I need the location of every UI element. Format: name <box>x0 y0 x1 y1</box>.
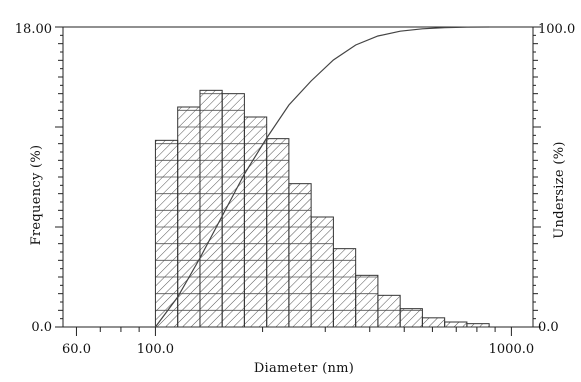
histogram-bar <box>332 248 357 328</box>
bar-hatch <box>199 90 223 327</box>
histogram-bar <box>310 216 334 328</box>
bar-hatch <box>466 323 490 327</box>
histogram-bar <box>177 106 201 328</box>
histogram-bar <box>355 274 379 328</box>
bar-outline <box>466 323 490 328</box>
bar-hatch <box>177 107 200 327</box>
histogram-bar <box>399 308 423 328</box>
bar-hatch <box>422 317 445 327</box>
histogram-bar <box>444 321 468 328</box>
x-tick-label-1000: 1000.0 <box>489 342 535 357</box>
undersize-line <box>154 26 490 328</box>
bar-hatch <box>377 295 401 327</box>
undersize-curve <box>154 26 490 328</box>
y2-tick-label-max: 100.0 <box>538 22 575 37</box>
y-axis-title: Frequency (%) <box>29 145 44 246</box>
bar-hatch <box>311 217 334 327</box>
histogram-bar <box>243 116 268 328</box>
bar-hatch <box>288 183 312 327</box>
histogram-bars <box>154 89 490 328</box>
histogram-bar <box>466 323 490 328</box>
histogram-bar <box>421 317 446 328</box>
histogram-bar <box>377 294 401 328</box>
bar-hatch <box>333 248 356 327</box>
x-tick-label-60: 60.0 <box>62 342 91 357</box>
bar-hatch <box>155 140 178 327</box>
x-tick-label-100: 100.0 <box>137 342 174 357</box>
y-tick-label-min: 0.0 <box>31 320 52 335</box>
histogram-bar <box>154 139 179 328</box>
bar-hatch <box>266 138 289 327</box>
histogram-bar <box>266 138 290 328</box>
x-axis-title: Diameter (nm) <box>254 361 354 376</box>
histogram-bar <box>288 183 312 328</box>
histogram-bar <box>199 89 223 328</box>
y2-axis-title: Undersize (%) <box>552 141 567 238</box>
axes <box>55 26 541 336</box>
bar-hatch <box>444 322 467 327</box>
bar-hatch <box>355 275 378 327</box>
y2-tick-label-min: 0.0 <box>538 320 559 335</box>
bar-hatch <box>244 117 267 327</box>
bar-hatch <box>400 308 423 327</box>
y-tick-label-max: 18.00 <box>15 22 52 37</box>
